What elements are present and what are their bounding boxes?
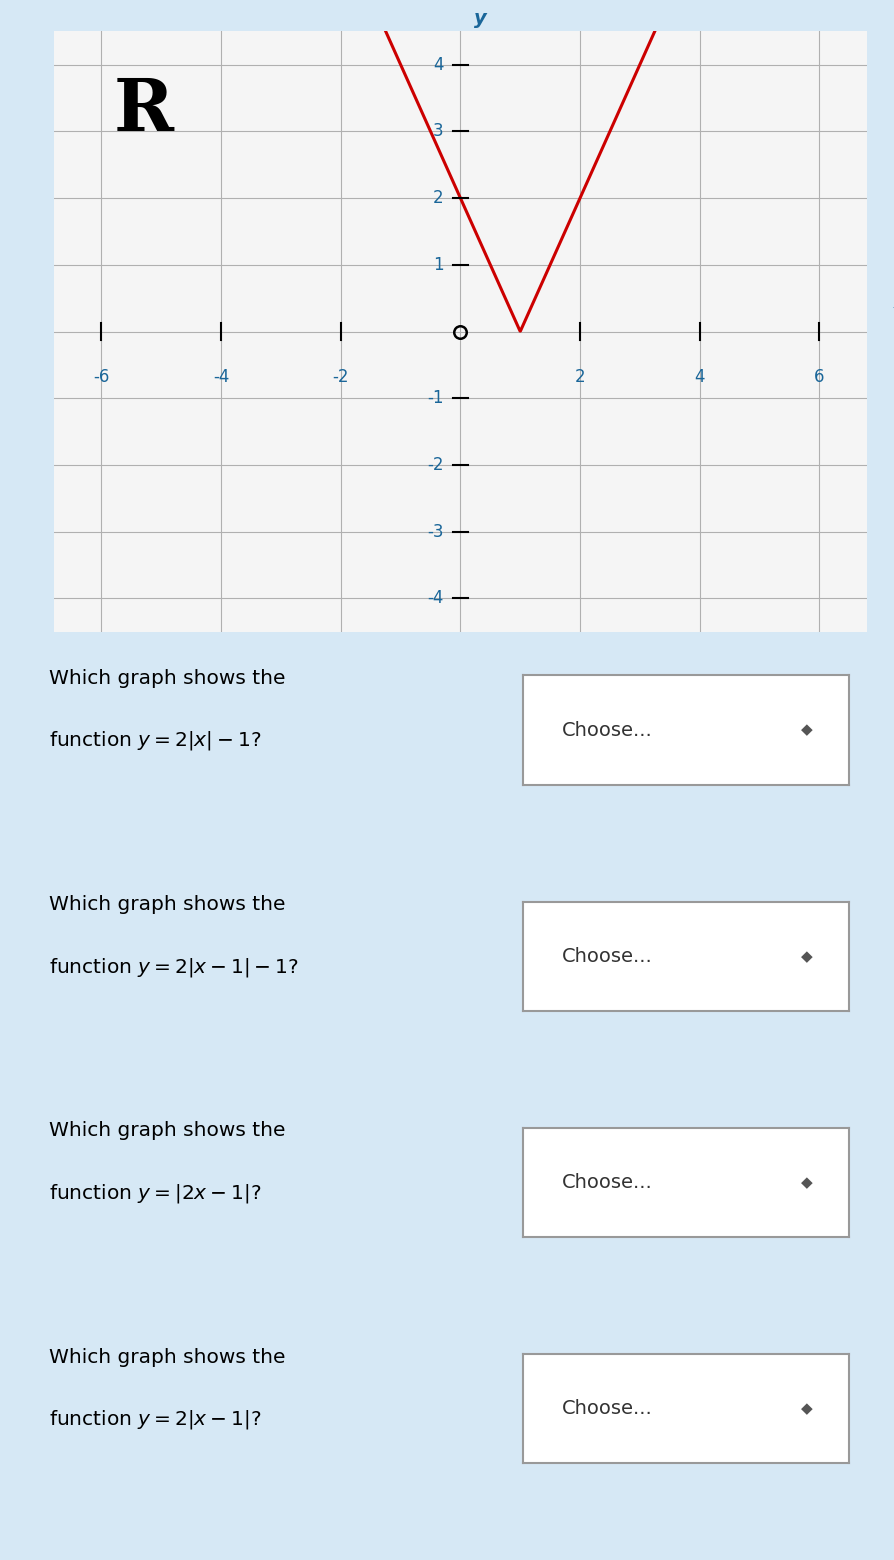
Text: 2: 2 xyxy=(575,368,586,387)
Text: -2: -2 xyxy=(333,368,349,387)
Text: ◆: ◆ xyxy=(801,1175,813,1190)
Text: ◆: ◆ xyxy=(801,948,813,964)
Text: -4: -4 xyxy=(427,590,443,607)
Text: -6: -6 xyxy=(93,368,110,387)
Text: -3: -3 xyxy=(427,523,443,541)
Text: 1: 1 xyxy=(433,256,443,273)
Text: 4: 4 xyxy=(695,368,705,387)
Text: Which graph shows the: Which graph shows the xyxy=(49,1122,286,1140)
Text: 2: 2 xyxy=(433,189,443,207)
Text: 6: 6 xyxy=(814,368,824,387)
Text: -1: -1 xyxy=(427,390,443,407)
Text: Choose...: Choose... xyxy=(562,721,653,739)
Text: -4: -4 xyxy=(213,368,230,387)
Text: Which graph shows the: Which graph shows the xyxy=(49,669,286,688)
Text: -2: -2 xyxy=(427,456,443,474)
Text: function $y = 2|x - 1|$?: function $y = 2|x - 1|$? xyxy=(49,1409,261,1431)
Text: function $y = |2x - 1|$?: function $y = |2x - 1|$? xyxy=(49,1182,261,1204)
Text: Choose...: Choose... xyxy=(562,947,653,966)
Text: function $y = 2|x - 1| - 1$?: function $y = 2|x - 1| - 1$? xyxy=(49,956,299,978)
Text: R: R xyxy=(114,75,173,147)
Text: 3: 3 xyxy=(433,122,443,140)
Text: Choose...: Choose... xyxy=(562,1399,653,1418)
Text: Which graph shows the: Which graph shows the xyxy=(49,895,286,914)
Text: Which graph shows the: Which graph shows the xyxy=(49,1348,286,1367)
Text: 4: 4 xyxy=(434,56,443,73)
Text: ◆: ◆ xyxy=(801,722,813,738)
Text: function $y = 2|x| - 1$?: function $y = 2|x| - 1$? xyxy=(49,730,261,752)
Text: ◆: ◆ xyxy=(801,1401,813,1416)
Text: Choose...: Choose... xyxy=(562,1173,653,1192)
Text: y: y xyxy=(474,9,486,28)
